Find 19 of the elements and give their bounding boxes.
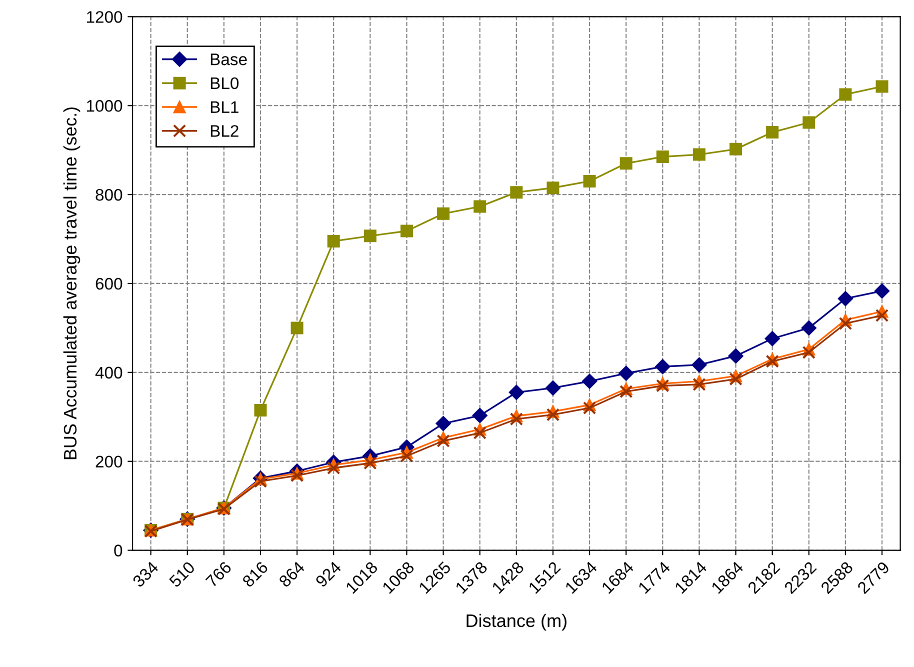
- legend-label: BL1: [210, 101, 238, 113]
- y-tick-label: 1200: [87, 11, 122, 23]
- y-axis-title: BUS Accumulated average travel time (sec.): [63, 107, 80, 460]
- y-tick-label: 600: [96, 278, 122, 290]
- legend-label: BL2: [210, 125, 238, 137]
- x-tick-label: 924: [314, 560, 342, 588]
- x-tick-label: 766: [205, 560, 232, 588]
- x-tick-label: 816: [242, 560, 269, 588]
- y-tick-label: 1000: [87, 100, 122, 112]
- y-tick-label: 0: [114, 544, 122, 556]
- x-axis-title: Distance (m): [466, 614, 566, 631]
- x-tick-label: 334: [132, 560, 160, 588]
- x-tick-label: 510: [168, 560, 196, 588]
- legend-label: Base: [210, 54, 247, 66]
- y-tick-label: 200: [96, 456, 122, 468]
- x-tick-label: 864: [278, 560, 306, 588]
- y-tick-label: 400: [95, 366, 122, 379]
- y-tick-label: 800: [96, 188, 122, 201]
- legend-label: BL0: [210, 77, 239, 90]
